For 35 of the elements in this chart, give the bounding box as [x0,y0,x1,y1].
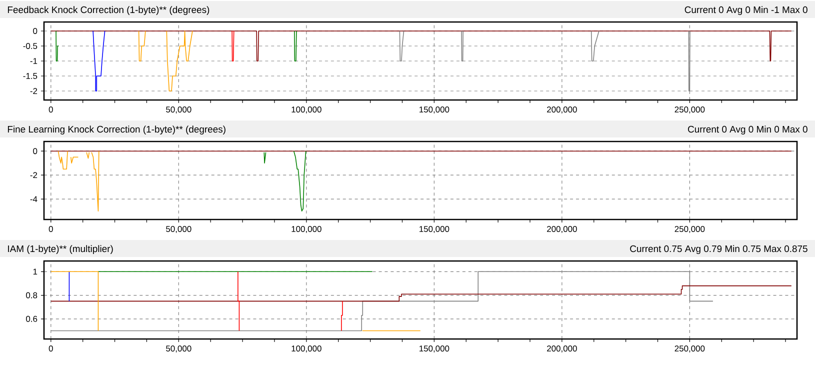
y-tick-label: 1 [33,268,38,275]
x-tick-label: 0 [48,106,53,113]
x-tick-label: 0 [48,346,53,352]
chart-title: Fine Learning Knock Correction (1-byte)** (degrees) [8,126,226,134]
chart-subtitle: Current 0 Avg 0 Min -1 Max 0 [684,6,808,15]
y-tick-label: 0.6 [26,316,38,322]
y-tick-label: 0 [33,28,38,34]
chart-subtitle: Current 0 Avg 0 Min 0 Max 0 [688,126,808,134]
y-tick-label: 0.8 [26,292,38,298]
x-tick-label: 150,000 [420,226,450,234]
x-tick-label: 250,000 [674,106,705,114]
y-tick-label: -2 [30,172,38,178]
chart-title: IAM (1-byte)** (multiplier) [8,245,113,254]
chart-subtitle: Current 0.75 Avg 0.79 Min 0.75 Max 0.875 [630,245,808,254]
y-tick-label: -4 [30,196,38,202]
x-tick-label: 150,000 [420,106,450,114]
y-tick-label: 0 [33,148,38,154]
y-tick-label: -2 [30,88,38,94]
x-tick-label: 50,000 [166,346,192,353]
x-tick-label: 50,000 [166,106,192,114]
x-tick-label: 100,000 [292,346,322,353]
x-tick-label: 50,000 [166,226,192,234]
chart-title: Feedback Knock Correction (1-byte)** (degrees) [8,6,210,15]
x-tick-label: 100,000 [292,106,322,114]
y-tick-label: -1.5 [23,73,38,79]
x-tick-label: 200,000 [547,106,577,114]
x-tick-label: 200,000 [547,346,577,353]
y-tick-label: -0.5 [23,43,38,49]
x-tick-label: 100,000 [292,226,322,234]
y-tick-label: -1 [30,58,38,64]
x-tick-label: 200,000 [547,226,577,234]
x-tick-label: 250,000 [674,226,705,234]
x-tick-label: 150,000 [420,346,450,353]
x-tick-label: 0 [48,226,53,232]
x-tick-label: 250,000 [674,346,705,353]
